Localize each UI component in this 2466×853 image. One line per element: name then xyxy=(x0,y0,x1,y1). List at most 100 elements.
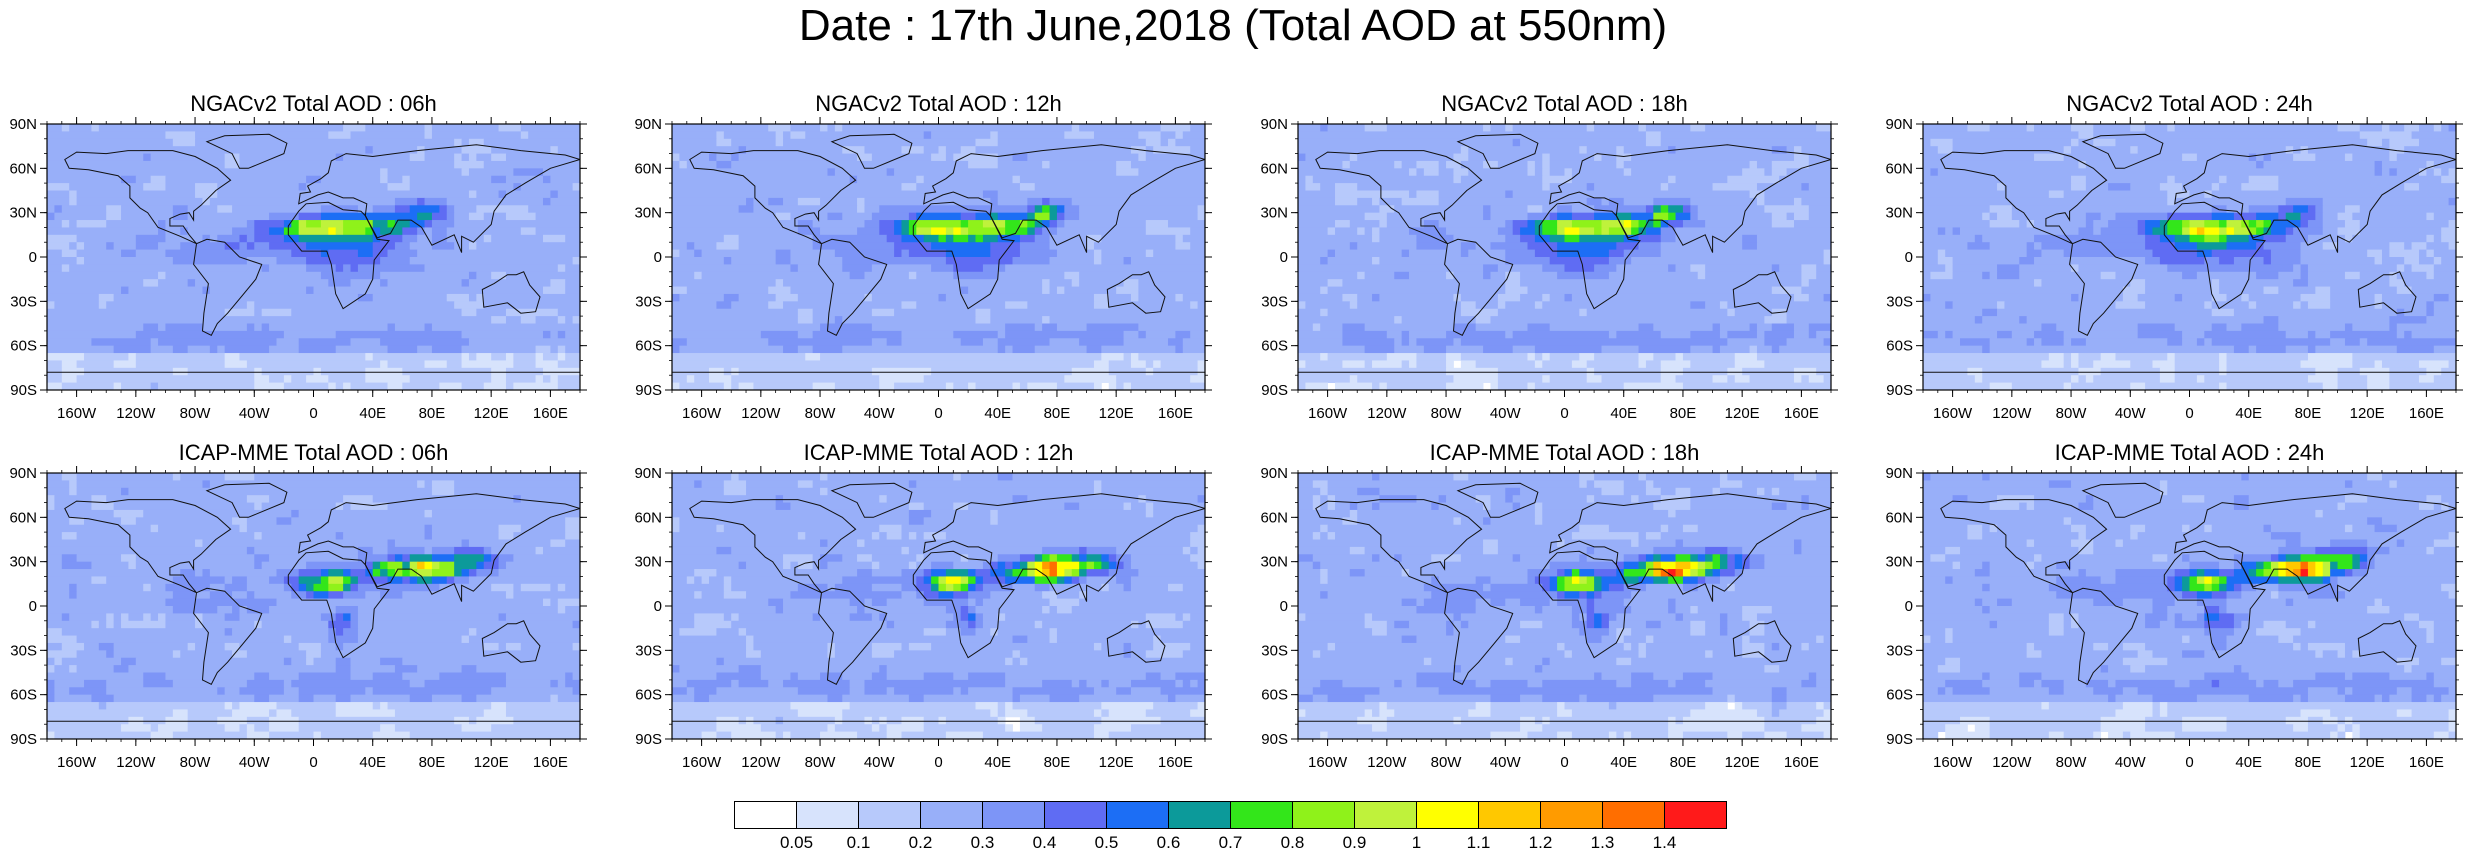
lon-tick-label: 80E xyxy=(1044,405,1071,422)
lat-tick-label: 90N xyxy=(634,116,662,133)
lon-tick-label: 160E xyxy=(533,405,568,422)
lat-tick-label: 30S xyxy=(1886,293,1913,310)
lat-tick-label: 30S xyxy=(635,293,662,310)
lat-tick-label: 60N xyxy=(634,509,662,526)
lon-tick-label: 80E xyxy=(2295,405,2322,422)
lon-tick-label: 40E xyxy=(359,754,386,771)
panel-title: NGACv2 Total AOD : 06h xyxy=(190,91,437,116)
lon-tick-label: 40W xyxy=(864,405,896,422)
aod-map: 160W 120W 80W 40W 0 40E 80E 120E 160E 90N 60N 30N 0 3… xyxy=(1885,465,2463,771)
colorbar-swatch xyxy=(1292,801,1355,829)
lon-tick-label: 120E xyxy=(2350,754,2385,771)
lat-tick-label: 90N xyxy=(1885,465,1913,482)
lat-tick-label: 0 xyxy=(1280,249,1288,266)
colorbar-label: 0.2 xyxy=(909,833,933,851)
lat-tick-label: 30N xyxy=(634,205,662,222)
lon-tick-label: 160W xyxy=(1933,754,1973,771)
lon-tick-label: 0 xyxy=(934,754,942,771)
lon-tick-label: 120W xyxy=(1992,405,2032,422)
colorbar-swatch xyxy=(982,801,1045,829)
colorbar-swatch xyxy=(1416,801,1479,829)
map-panel: NGACv2 Total AOD : 18h 160W 120W 80W 40W 0 40E… xyxy=(1251,92,1878,428)
lat-tick-label: 30S xyxy=(1261,642,1288,659)
lon-tick-label: 40W xyxy=(1490,405,1522,422)
colorbar-swatch xyxy=(734,801,797,829)
lon-tick-label: 80W xyxy=(1431,405,1463,422)
lat-tick-label: 90N xyxy=(1885,116,1913,133)
lat-tick-label: 90S xyxy=(1261,382,1288,399)
lon-tick-label: 80E xyxy=(1044,754,1071,771)
lon-tick-label: 40E xyxy=(2235,754,2262,771)
lon-tick-label: 160E xyxy=(2409,754,2444,771)
aod-map: 160W 120W 80W 40W 0 40E 80E 120E 160E 90N 60N 30N 0 3… xyxy=(9,116,587,422)
coastlines xyxy=(47,133,580,390)
aod-map: 160W 120W 80W 40W 0 40E 80E 120E 160E 90N 60N 30N 0 3… xyxy=(634,465,1212,771)
panel-title: NGACv2 Total AOD : 12h xyxy=(815,91,1062,116)
lat-tick-label: 30N xyxy=(1260,554,1288,571)
aod-map: 160W 120W 80W 40W 0 40E 80E 120E 160E 90N 60N 30N 0 3… xyxy=(634,116,1212,422)
lat-tick-label: 90S xyxy=(10,731,37,748)
colorbar-swatch xyxy=(1540,801,1603,829)
lat-tick-label: 60N xyxy=(1260,509,1288,526)
colorbar-swatch xyxy=(1602,801,1665,829)
lat-tick-label: 90S xyxy=(10,382,37,399)
aod-colorbar: 0.05 0.1 0.2 0.3 0.4 0.5 0.6 0.7 0.8 0.9 1 1.1 1.2 1.… xyxy=(734,801,1727,851)
lat-tick-label: 30N xyxy=(9,554,37,571)
panel-title: ICAP-MME Total AOD : 06h xyxy=(178,440,449,465)
lat-tick-label: 0 xyxy=(1905,598,1913,615)
lat-tick-label: 60S xyxy=(1261,687,1288,704)
lon-tick-label: 80E xyxy=(1670,405,1697,422)
lon-tick-label: 120W xyxy=(741,754,781,771)
colorbar-swatch xyxy=(1230,801,1293,829)
lat-tick-label: 0 xyxy=(1280,598,1288,615)
lon-tick-label: 40E xyxy=(1610,405,1637,422)
lat-tick-label: 30S xyxy=(635,642,662,659)
lon-tick-label: 120E xyxy=(1099,405,1134,422)
lon-tick-label: 0 xyxy=(2185,405,2193,422)
map-panel: ICAP-MME Total AOD : 24h 160W 120W 80W 40W 0 4… xyxy=(1876,441,2466,777)
lon-tick-label: 160W xyxy=(57,405,97,422)
lon-tick-label: 120W xyxy=(1992,754,2032,771)
lon-tick-label: 0 xyxy=(309,754,317,771)
lat-tick-label: 30S xyxy=(10,293,37,310)
coastlines xyxy=(1298,482,1831,739)
lon-tick-label: 160W xyxy=(682,405,722,422)
panel-title: ICAP-MME Total AOD : 24h xyxy=(2054,440,2325,465)
lon-tick-label: 120W xyxy=(1367,754,1407,771)
lon-tick-label: 0 xyxy=(934,405,942,422)
lon-tick-label: 40E xyxy=(1610,754,1637,771)
panel-title: ICAP-MME Total AOD : 12h xyxy=(803,440,1074,465)
lon-tick-label: 40W xyxy=(2115,754,2147,771)
lon-tick-label: 80W xyxy=(2056,754,2088,771)
coastlines xyxy=(1923,482,2456,739)
colorbar-swatch xyxy=(1168,801,1231,829)
lat-tick-label: 60N xyxy=(634,160,662,177)
colorbar-swatch xyxy=(858,801,921,829)
colorbar-swatch xyxy=(1354,801,1417,829)
lon-tick-label: 0 xyxy=(309,405,317,422)
aod-shading xyxy=(1923,124,2456,390)
colorbar-swatch xyxy=(1106,801,1169,829)
colorbar-label: 0.9 xyxy=(1343,833,1367,851)
coastlines xyxy=(47,482,580,739)
lat-tick-label: 60N xyxy=(9,509,37,526)
lat-tick-label: 60N xyxy=(1260,160,1288,177)
panel-title: NGACv2 Total AOD : 24h xyxy=(2066,91,2313,116)
lat-tick-label: 30S xyxy=(1261,293,1288,310)
map-panel: NGACv2 Total AOD : 24h 160W 120W 80W 40W 0 40E… xyxy=(1876,92,2466,428)
lon-tick-label: 120E xyxy=(474,405,509,422)
aod-shading xyxy=(672,124,1205,390)
lon-tick-label: 120W xyxy=(116,405,156,422)
lat-tick-label: 60N xyxy=(9,160,37,177)
lon-tick-label: 160E xyxy=(533,754,568,771)
aod-map: 160W 120W 80W 40W 0 40E 80E 120E 160E 90N 60N 30N 0 3… xyxy=(9,465,587,771)
lat-tick-label: 0 xyxy=(654,598,662,615)
lat-tick-label: 60S xyxy=(1886,687,1913,704)
lon-tick-label: 160W xyxy=(682,754,722,771)
aod-shading xyxy=(47,473,580,739)
aod-shading xyxy=(1923,473,2456,739)
lat-tick-label: 30N xyxy=(1885,554,1913,571)
colorbar-label: 1 xyxy=(1412,833,1421,851)
lon-tick-label: 120W xyxy=(1367,405,1407,422)
coastlines xyxy=(1923,133,2456,390)
